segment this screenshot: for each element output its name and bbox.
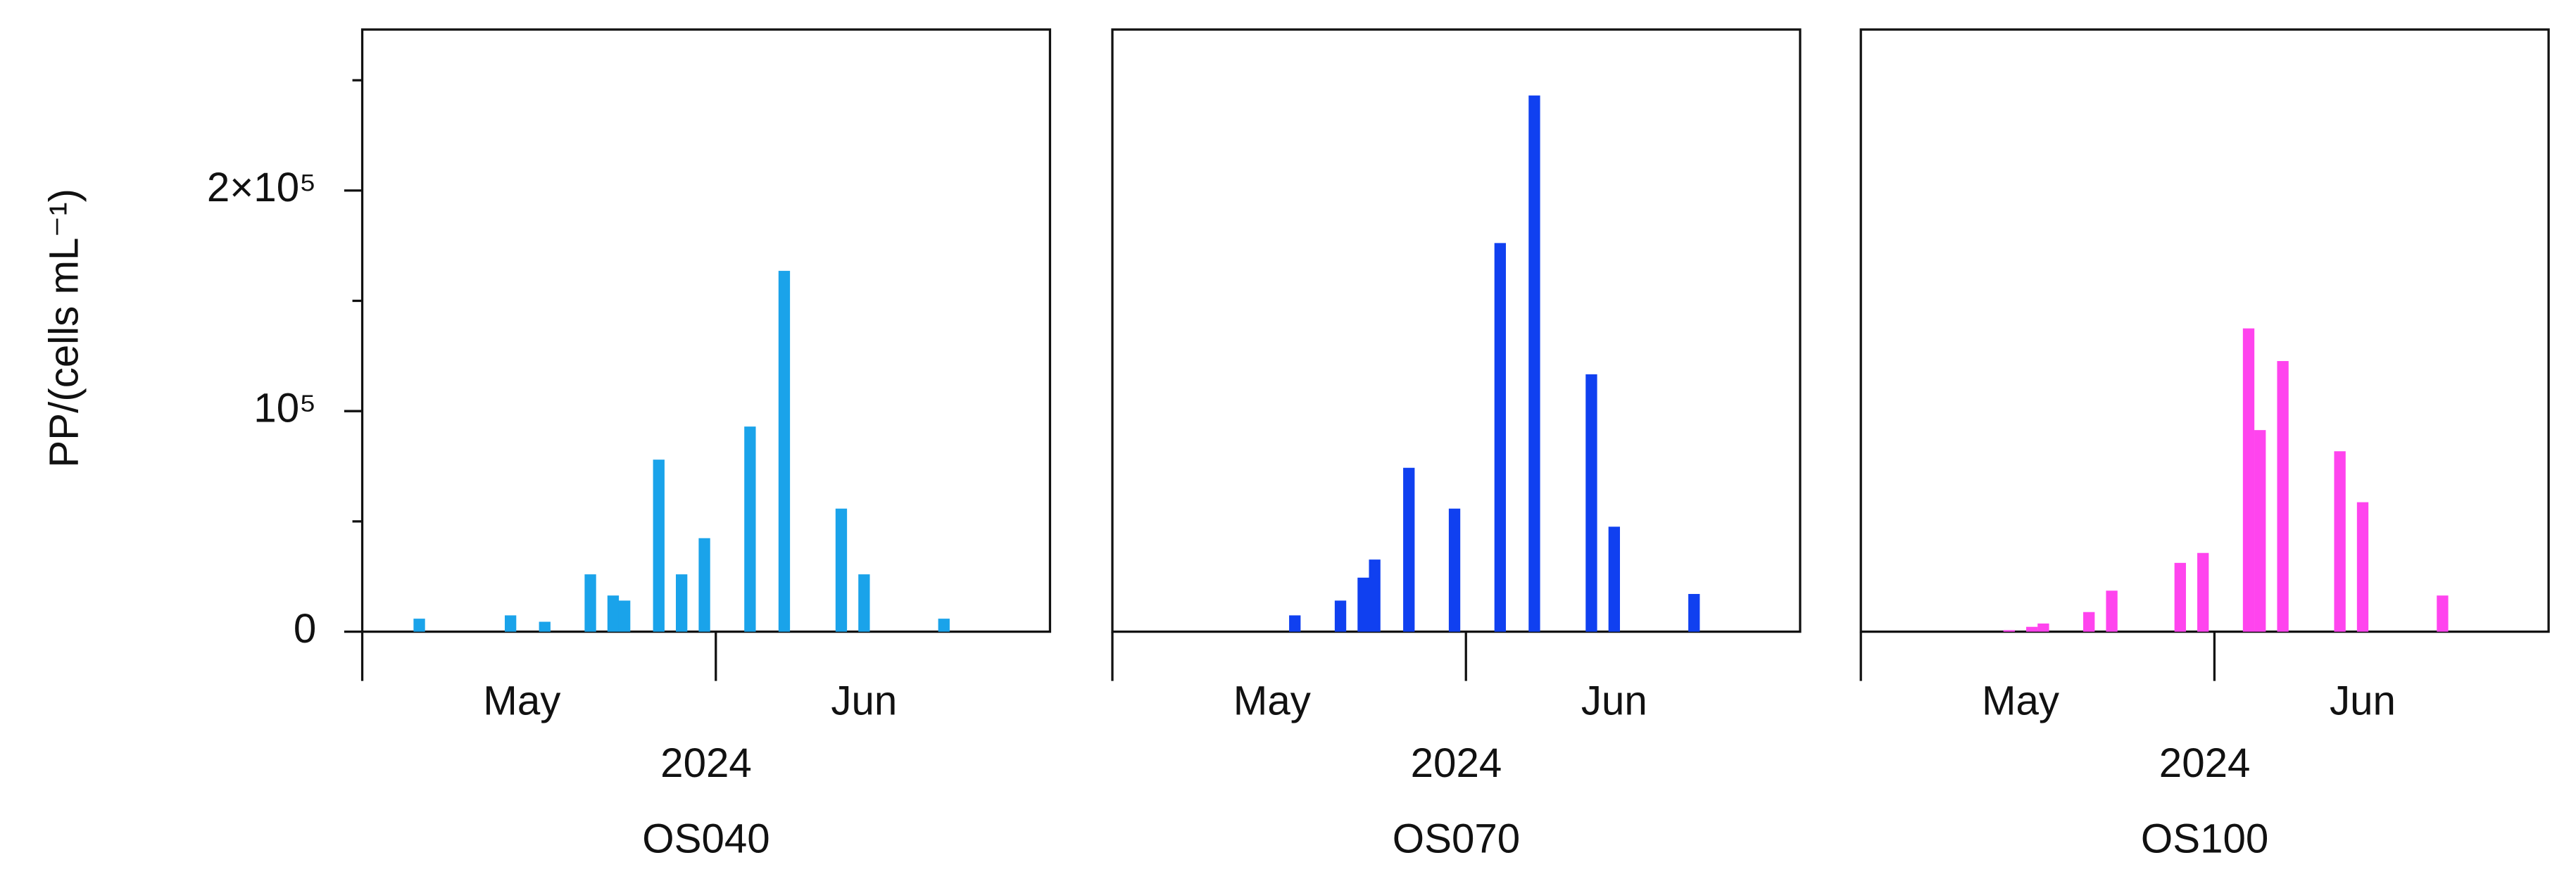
y-tick-label: 10⁵ [253,386,316,431]
x-axis-label: 2024 [1411,740,1502,786]
bar [1289,615,1301,632]
bar [1357,577,1369,632]
x-axis-label: 2024 [660,740,752,786]
bar [675,574,688,632]
x-tick-label: Jun [1581,678,1647,724]
panel-title: OS070 [1393,816,1520,861]
y-tick-label: 0 [294,606,316,652]
y-tick-label: 2×10⁵ [207,165,316,210]
x-tick-label: May [483,678,561,724]
bar [744,426,756,632]
bar [607,595,620,632]
bar [1448,508,1461,632]
bar [653,460,665,632]
bar [2174,562,2186,632]
bar [504,615,517,632]
bar [1608,526,1621,632]
x-axis-label: 2024 [2159,740,2251,786]
bar [2254,430,2266,632]
bar [2037,624,2049,632]
x-tick-label: May [1233,678,1312,724]
bar [2106,590,2118,632]
bar [2083,612,2095,632]
bar [835,508,848,632]
bar [1585,374,1597,632]
bar [938,619,950,632]
bar [2356,502,2369,632]
bar [1334,600,1347,632]
panel-title: OS100 [2141,816,2268,861]
bar [2277,361,2289,632]
bar [584,574,596,632]
bar [1369,559,1381,632]
plot-frame [1859,28,2550,633]
panel-title: OS040 [642,816,769,861]
x-tick-label: Jun [2330,678,2396,724]
bar [413,619,425,632]
bar [1403,467,1415,632]
bar [858,574,870,632]
bar [618,600,631,632]
bar [698,538,710,632]
bar [1528,95,1540,632]
bar [2334,451,2346,632]
bar [2242,328,2255,632]
bar [2003,630,2015,632]
x-tick-label: Jun [831,678,897,724]
bar [2437,595,2449,632]
bar [1688,594,1700,632]
x-tick-label: May [1982,678,2060,724]
bar [539,621,551,632]
bar [2026,626,2038,632]
y-axis-label: PP/(cells mL⁻¹) [41,189,87,468]
bar [2197,552,2209,632]
bar [1494,243,1507,632]
bar [778,270,791,632]
